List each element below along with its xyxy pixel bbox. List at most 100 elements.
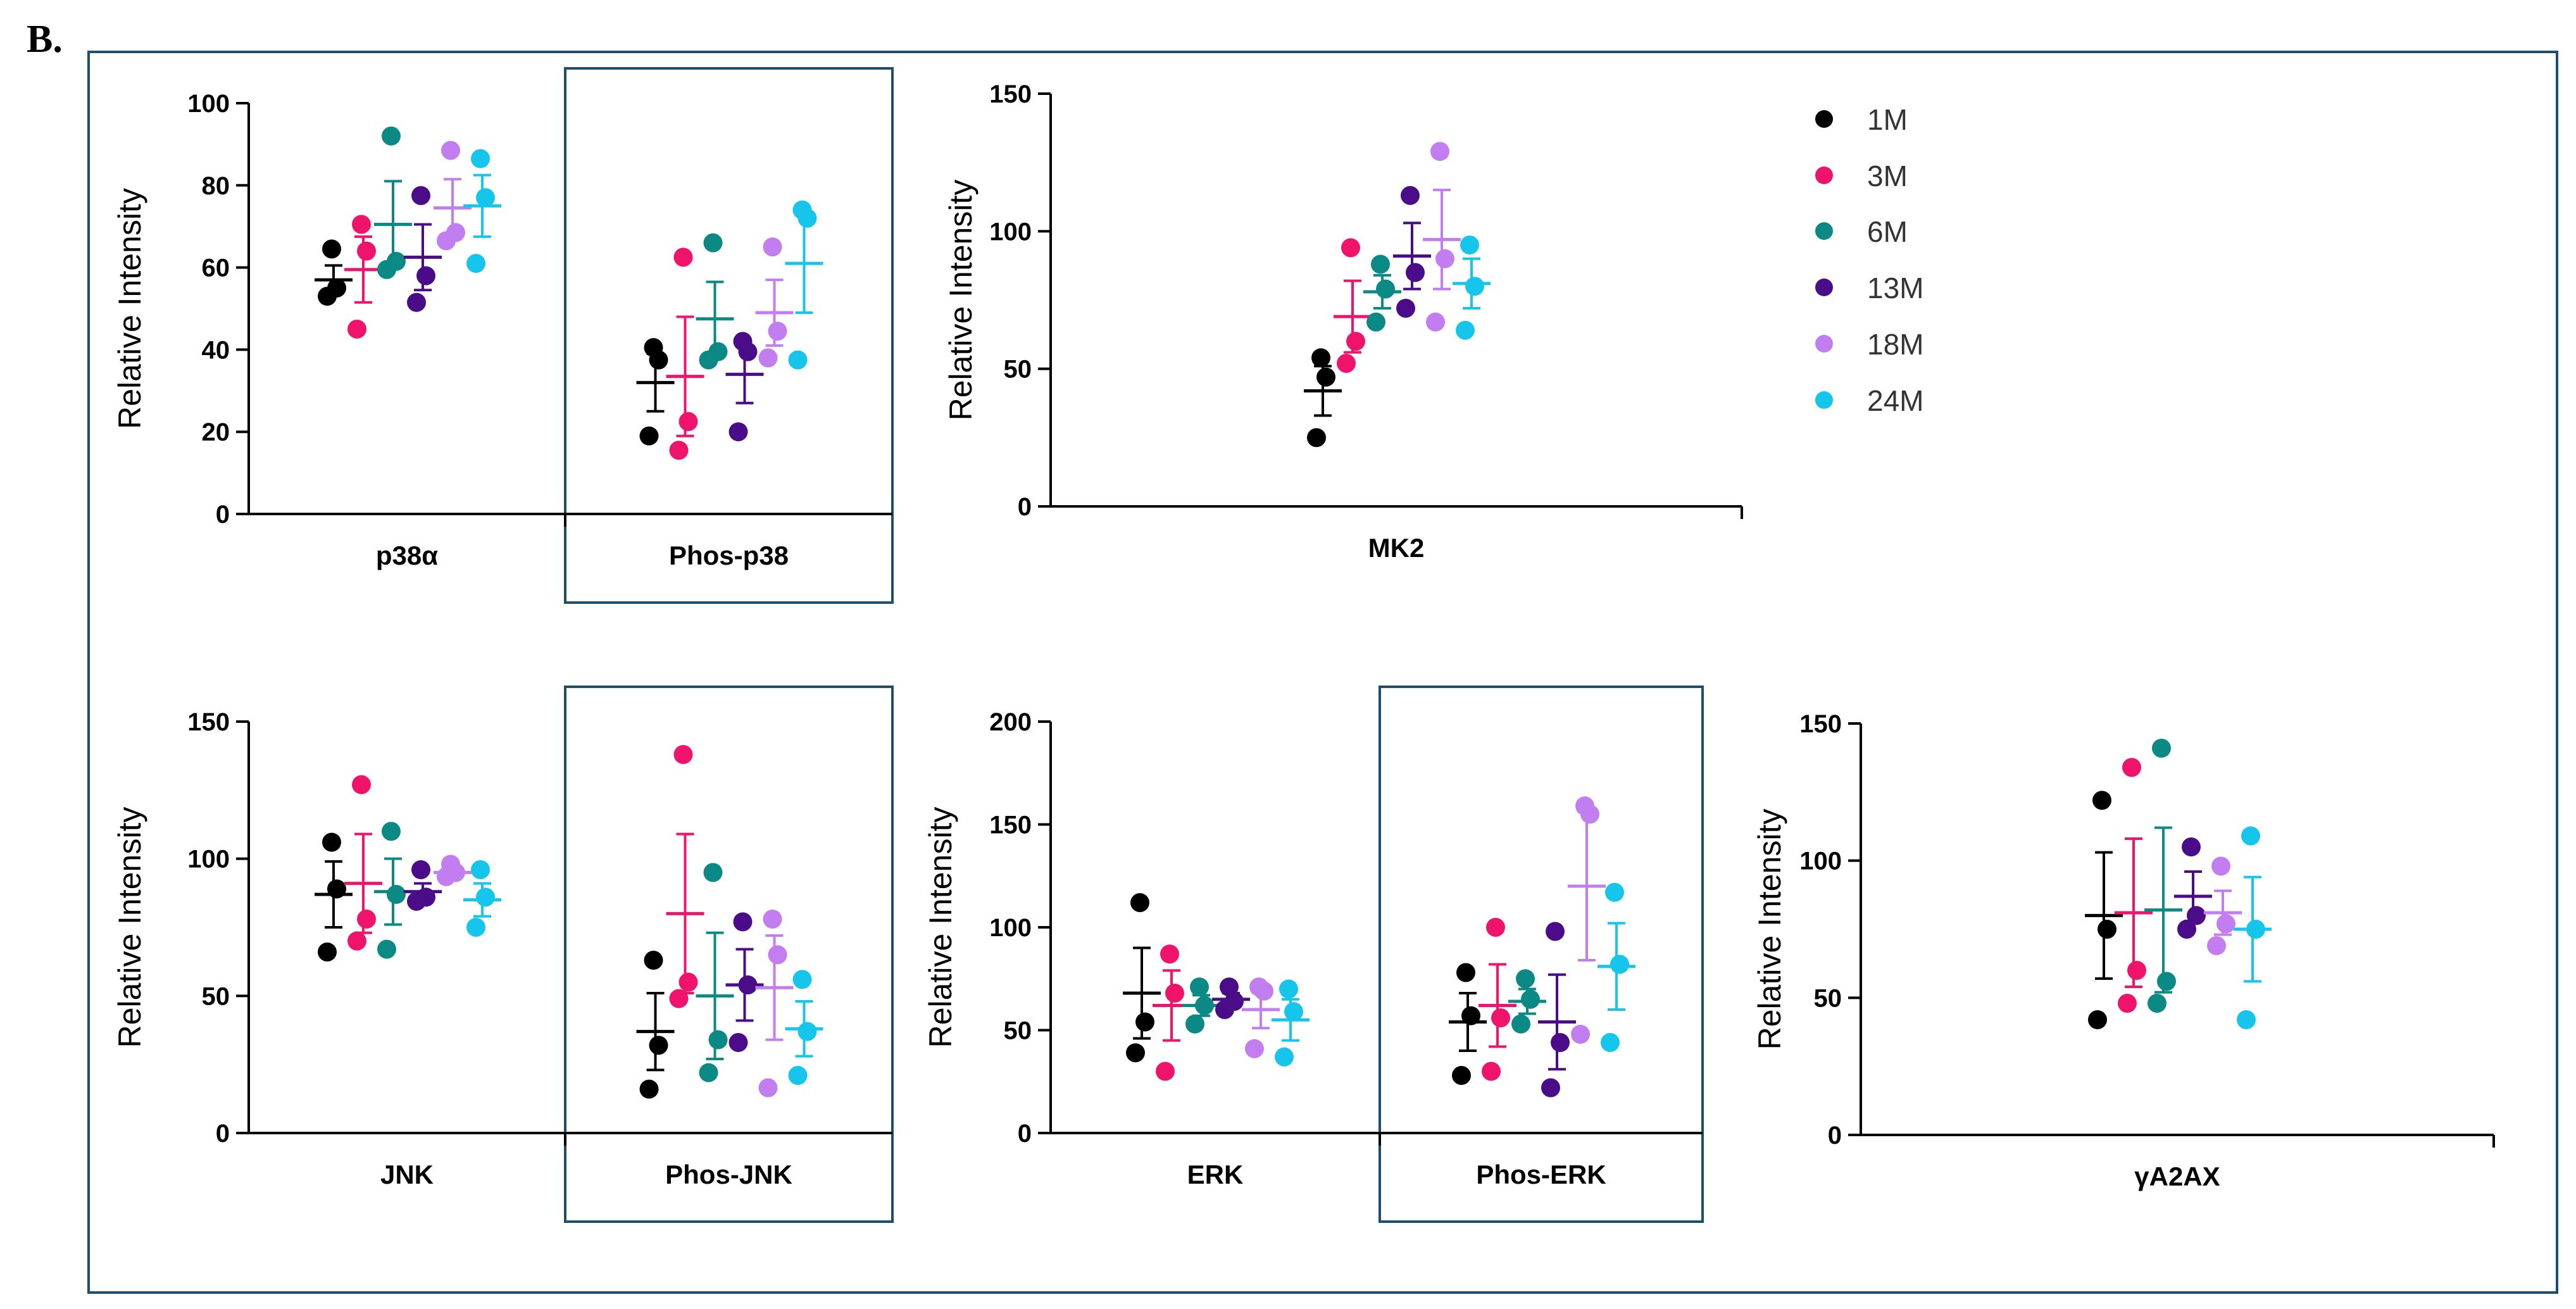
- y-tick-label: 0: [1828, 1122, 1842, 1149]
- series-13M: [1538, 922, 1576, 1098]
- data-point: [1491, 1008, 1510, 1027]
- legend-label: 3M: [1867, 160, 1908, 192]
- data-point: [1165, 984, 1184, 1003]
- data-point: [1279, 979, 1298, 999]
- series-1M: [315, 239, 353, 306]
- series-6M: [1508, 969, 1546, 1034]
- data-point: [1461, 1006, 1480, 1025]
- series-13M: [1212, 977, 1250, 1019]
- series-6M: [696, 233, 734, 370]
- series-3M: [2115, 758, 2153, 1013]
- series-13M: [404, 186, 442, 312]
- legend-item: 24M: [1815, 384, 1923, 417]
- y-tick-label: 60: [202, 254, 230, 282]
- data-point: [733, 912, 753, 932]
- data-point: [1610, 955, 1629, 974]
- data-point: [2122, 758, 2141, 777]
- legend-label: 24M: [1867, 384, 1923, 417]
- data-point: [416, 266, 435, 285]
- series-18M: [1423, 142, 1461, 332]
- data-point: [2237, 1010, 2256, 1029]
- data-point: [1185, 1014, 1204, 1034]
- data-point: [1541, 1078, 1560, 1098]
- data-point: [1435, 249, 1454, 268]
- legend-marker: [1815, 279, 1833, 296]
- y-tick-label: 50: [1814, 984, 1842, 1012]
- y-tick-label: 100: [187, 846, 230, 874]
- data-point: [728, 422, 748, 442]
- series-24M: [1453, 235, 1491, 340]
- data-point: [382, 126, 401, 146]
- data-point: [471, 860, 490, 879]
- series-6M: [2144, 739, 2182, 1013]
- data-point: [644, 338, 663, 358]
- data-point: [387, 885, 406, 904]
- y-tick-label: 150: [1799, 710, 1842, 738]
- data-point: [1482, 1062, 1501, 1081]
- data-point: [699, 1063, 718, 1082]
- series-6M: [696, 863, 734, 1082]
- data-point: [2211, 856, 2230, 876]
- series-24M: [1597, 882, 1635, 1052]
- series-3M: [1334, 238, 1372, 373]
- data-point: [733, 332, 753, 351]
- data-point: [708, 1030, 728, 1049]
- data-point: [1396, 299, 1415, 318]
- data-point: [649, 1036, 668, 1055]
- series-13M: [1393, 185, 1431, 318]
- y-tick-label: 0: [216, 1120, 230, 1148]
- y-tick-label: 0: [1018, 1120, 1032, 1148]
- data-point: [347, 319, 366, 339]
- data-point: [1307, 428, 1326, 448]
- y-tick-label: 150: [187, 708, 230, 736]
- data-point: [797, 1022, 817, 1041]
- data-point: [2187, 906, 2206, 925]
- y-tick-label: 100: [989, 914, 1032, 942]
- data-point: [357, 241, 376, 261]
- data-point: [446, 223, 465, 242]
- series-1M: [1123, 893, 1161, 1063]
- data-point: [1275, 1047, 1294, 1067]
- chart-5: 0 50 100 150 Relative Intensity γA2AX: [1752, 710, 2495, 1191]
- legend-label: 6M: [1867, 215, 1908, 248]
- data-point: [322, 239, 341, 259]
- data-point: [1130, 893, 1149, 912]
- data-point: [1126, 1043, 1145, 1063]
- data-point: [1225, 992, 1244, 1011]
- series-1M: [1304, 348, 1342, 448]
- x-group-label: JNK: [380, 1160, 434, 1189]
- series-3M: [666, 745, 704, 1008]
- y-tick-label: 50: [1004, 356, 1032, 384]
- data-point: [352, 215, 371, 234]
- data-point: [322, 832, 341, 852]
- data-point: [1406, 263, 1425, 282]
- data-point: [2148, 994, 2166, 1013]
- chart-1: 0 20 40 60 80 100 Relative Intensity p38α Phos-p…: [112, 67, 894, 604]
- highlight-box: [1379, 686, 1704, 1223]
- y-tick-label: 40: [202, 336, 230, 364]
- data-point: [1401, 185, 1420, 205]
- series-18M: [434, 141, 472, 251]
- data-point: [1195, 996, 1214, 1015]
- series-3M: [344, 775, 382, 951]
- data-point: [788, 350, 808, 370]
- data-point: [2157, 972, 2176, 991]
- data-point: [728, 1033, 748, 1052]
- data-point: [2241, 826, 2260, 846]
- series-24M: [785, 200, 823, 370]
- y-tick-label: 100: [1799, 848, 1842, 875]
- series-18M: [1242, 977, 1280, 1058]
- y-tick-label: 200: [989, 708, 1032, 736]
- data-point: [2127, 961, 2146, 980]
- data-point: [1249, 977, 1268, 997]
- data-point: [347, 931, 366, 951]
- data-point: [1220, 977, 1239, 997]
- data-point: [703, 863, 723, 882]
- y-tick-label: 150: [989, 80, 1032, 108]
- legend-item: 6M: [1815, 215, 1908, 248]
- series-3M: [666, 247, 704, 460]
- data-point: [1521, 989, 1540, 1009]
- data-point: [703, 233, 723, 253]
- y-tick-label: 50: [1004, 1017, 1032, 1045]
- data-point: [476, 887, 495, 907]
